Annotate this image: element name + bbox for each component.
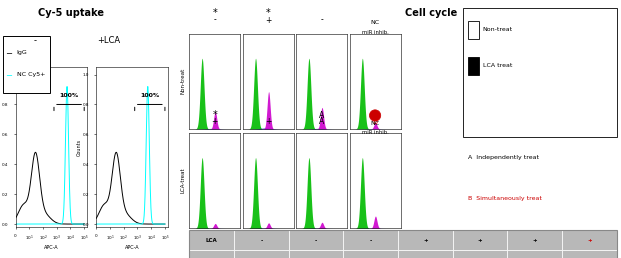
- Text: 100%: 100%: [140, 93, 160, 99]
- Text: *: *: [266, 8, 271, 18]
- Text: LCA-treat: LCA-treat: [180, 168, 185, 194]
- Text: +: +: [265, 15, 271, 25]
- Text: -: -: [260, 238, 263, 243]
- Text: Cy-5 uptake: Cy-5 uptake: [39, 8, 104, 18]
- Text: LCA: LCA: [206, 238, 217, 243]
- Text: -: -: [34, 36, 37, 45]
- Text: ─: ─: [6, 70, 11, 79]
- Text: miR inhib.: miR inhib.: [361, 30, 389, 35]
- Text: miR inhib.: miR inhib.: [361, 131, 389, 135]
- Text: Cell cycle: Cell cycle: [406, 8, 458, 18]
- Text: *: *: [212, 8, 217, 18]
- Text: A: A: [319, 111, 324, 120]
- Y-axis label: Counts: Counts: [76, 139, 81, 156]
- Text: +: +: [212, 117, 218, 126]
- Text: +: +: [423, 238, 428, 243]
- Text: IgG: IgG: [17, 50, 27, 55]
- Text: LCA treat: LCA treat: [483, 63, 512, 68]
- Y-axis label: Counts: Counts: [0, 139, 1, 156]
- Text: -: -: [320, 15, 323, 25]
- Text: B: B: [373, 111, 378, 120]
- Text: -: -: [315, 238, 317, 243]
- Text: NC: NC: [371, 122, 379, 126]
- Text: Non-treat: Non-treat: [483, 27, 513, 32]
- Text: +: +: [265, 117, 271, 126]
- X-axis label: APC-A: APC-A: [125, 245, 139, 250]
- Text: Non-treat: Non-treat: [180, 68, 185, 94]
- Text: 100%: 100%: [60, 93, 79, 99]
- Text: B: B: [373, 117, 378, 126]
- Text: +LCA: +LCA: [97, 36, 120, 45]
- Text: B  Simultaneously treat: B Simultaneously treat: [468, 196, 542, 201]
- Text: *: *: [212, 110, 217, 120]
- Text: NC: NC: [371, 20, 379, 25]
- Text: A: A: [319, 117, 324, 126]
- Text: +: +: [532, 238, 537, 243]
- X-axis label: APC-A: APC-A: [44, 245, 58, 250]
- Text: -: -: [369, 238, 372, 243]
- Text: -: -: [214, 15, 216, 25]
- Text: +: +: [478, 238, 483, 243]
- Text: ─: ─: [6, 49, 11, 57]
- Text: NC Cy5+: NC Cy5+: [17, 72, 45, 77]
- Text: A  Independently treat: A Independently treat: [468, 155, 538, 160]
- Text: +: +: [587, 238, 592, 243]
